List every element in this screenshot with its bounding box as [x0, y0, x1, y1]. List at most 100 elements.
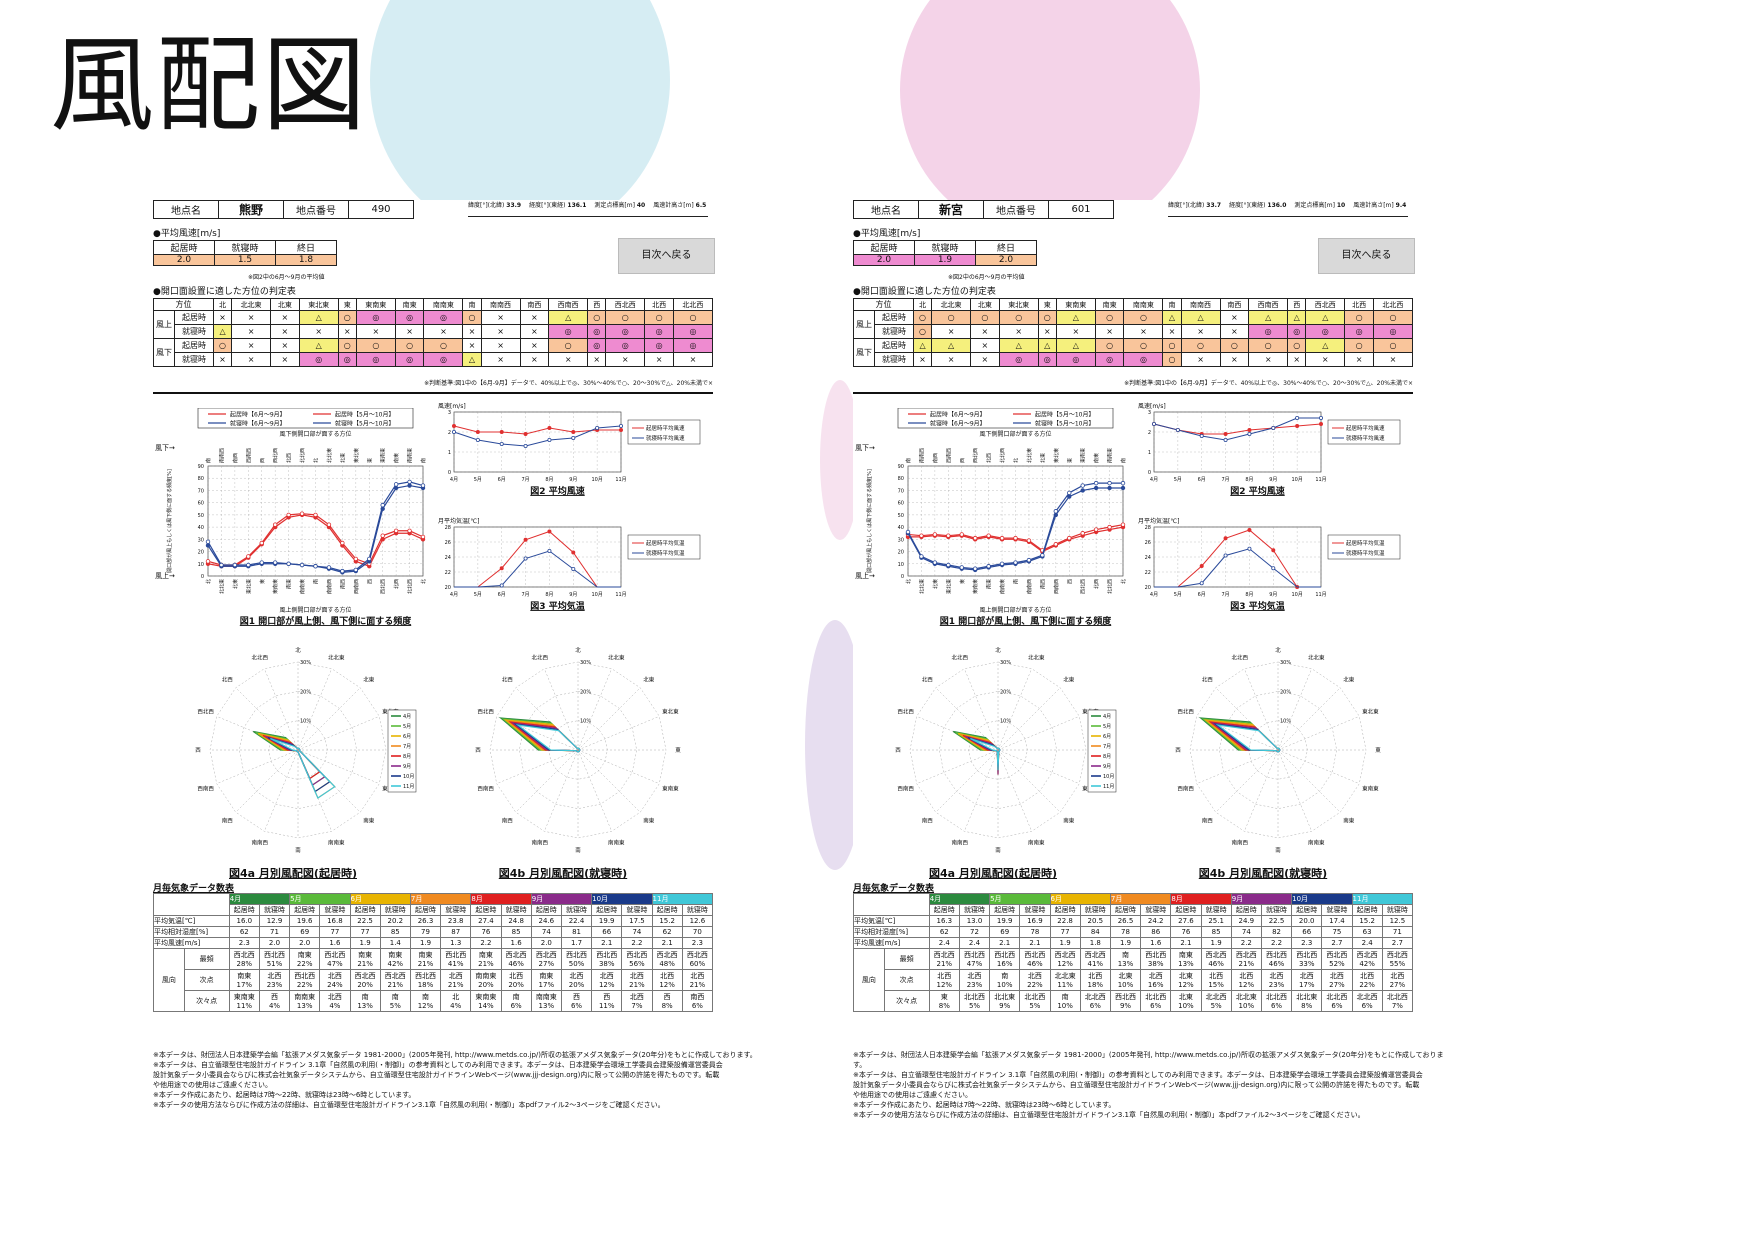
monthly-sub-header: 起居時: [409, 904, 442, 916]
monthly-cell: 2.2: [1260, 937, 1293, 949]
fig3-legend-label: 起居時平均気温: [1346, 539, 1385, 547]
monthly-sub-header: 起居時: [530, 904, 562, 916]
dir-cell: ×: [270, 324, 300, 339]
wind-rank-cell: 北西 12%: [651, 969, 683, 991]
fig4a-dir-label: 北: [995, 646, 1001, 654]
fig1-x-tick: 南: [1013, 579, 1020, 584]
dir-cell: ×: [270, 338, 300, 353]
fig1-point: [972, 566, 978, 571]
monthly-month-header: 4月: [228, 893, 291, 905]
fig4a-dir-label: 北西: [222, 675, 234, 683]
fig1-point: [972, 535, 978, 541]
fig1-point: [353, 556, 359, 562]
dir-cell: ×: [519, 338, 550, 353]
fig3-y-tick: 24: [1145, 555, 1151, 561]
fig1-point: [1053, 542, 1059, 547]
monthly-cell: 2.0: [530, 937, 562, 949]
fig2-legend-label: 就寝時平均風速: [1346, 434, 1385, 442]
wind-rank-cell: 北北東 10%: [1230, 990, 1262, 1012]
back-to-index-button[interactable]: 目次へ戻る: [618, 238, 715, 274]
monthly-sub-header: 起居時: [1230, 904, 1262, 916]
fig1-point: [1013, 560, 1018, 565]
monthly-cell: 69: [989, 926, 1021, 938]
fig4a-legend-label: 4月: [403, 714, 411, 720]
dir-cell: ◎: [1123, 352, 1164, 367]
dir-cell: ◎: [644, 338, 674, 353]
wind-rank-cell: 北西 27%: [1321, 969, 1353, 991]
back-to-index-button[interactable]: 目次へ戻る: [1318, 238, 1415, 274]
fig4b-caption: 図4b 月別風配図(就寝時): [498, 867, 628, 880]
fig3-x-tick: 9月: [1269, 592, 1277, 598]
fig3-y-tick: 28: [1145, 525, 1151, 531]
fig4b-ring-label: 10%: [1280, 719, 1291, 725]
wind-rank-cell: 東南東 14%: [470, 990, 502, 1012]
fig3-point: [523, 556, 528, 561]
dir-cell: ◎: [587, 338, 607, 353]
dir-cell: ×: [298, 324, 339, 339]
monthly-cell: 74: [530, 926, 562, 938]
dir-cell: ◎: [337, 352, 357, 367]
dir-col-header: 南南東: [1123, 298, 1164, 311]
fig4b-ring: [489, 661, 667, 839]
monthly-cell: 69: [289, 926, 321, 938]
fig1-point: [1107, 485, 1112, 491]
monthly-row-label: 平均相対湿度[%]: [153, 926, 230, 938]
dir-cell: ◎: [605, 324, 646, 339]
dir-cell: ○: [912, 310, 933, 325]
dir-cell: ×: [480, 324, 521, 339]
wind-rank-cell: 西北西 48%: [651, 948, 683, 970]
dir-cell: ○: [337, 310, 357, 325]
dir-cell: ○: [1123, 338, 1164, 353]
fig4a-dir-label: 北北西: [251, 654, 268, 662]
fig4a-spoke: [997, 749, 1032, 832]
fig2-point: [523, 444, 528, 449]
fig2-point: [499, 442, 504, 447]
fig4b-ring-label: 20%: [1280, 689, 1291, 695]
fig1-point: [246, 554, 251, 559]
fig3-x-tick: 8月: [545, 592, 553, 598]
fig1-point: [299, 511, 305, 516]
wind-rank-cell: 北北西 5%: [1019, 990, 1051, 1012]
monthly-cell: 75: [1321, 926, 1353, 938]
fig1-top-tick: 南: [905, 458, 912, 463]
fig4b-spoke: [577, 749, 660, 784]
monthly-cell: 86: [1140, 926, 1172, 938]
wind-rank-cell: 東 8%: [928, 990, 960, 1012]
wind-rank-cell: 北北西 6%: [1260, 990, 1293, 1012]
avg-wind-note: ※図2中の6月〜9月の平均値: [248, 274, 325, 281]
dir-col-header: 北東: [270, 298, 300, 311]
dir-col-header: 東北東: [298, 298, 339, 311]
fig3-x-tick: 11月: [1315, 592, 1326, 598]
fig4a-caption: 図4a 月別風配図(起居時): [929, 867, 1057, 880]
fig4a-dir-label: 西北西: [197, 708, 214, 716]
dir-col-header: 北北東: [231, 298, 272, 311]
fig2-point: [451, 423, 456, 428]
fig4b-dir-label: 南南東: [1308, 838, 1325, 846]
fig2-x-tick: 9月: [569, 477, 577, 483]
wind-rank-cell: 西北西 9%: [1109, 990, 1142, 1012]
fig2-point: [523, 432, 528, 437]
fig2-x-tick: 8月: [545, 477, 553, 483]
dir-col-header: 北北西: [672, 298, 714, 311]
dir-cell: ×: [212, 352, 233, 367]
fig3-x-tick: 7月: [1221, 592, 1229, 598]
monthly-cell: 19.6: [289, 915, 321, 927]
footnote-line: ※本データは、財団法人日本建築学会編「拡張アメダス気象データ 1981-2000…: [153, 1051, 757, 1059]
fig3-caption: 図3 平均気温: [1230, 600, 1284, 612]
avg-wind-value: 2.0: [975, 254, 1037, 266]
dir-cell: ○: [212, 338, 233, 353]
wind-rank-group: 風向: [153, 948, 185, 1012]
dir-col-header: 北東: [970, 298, 1000, 311]
dir-col-header: 北西: [1344, 298, 1374, 311]
fig4b-dir-label: 南東: [643, 817, 655, 825]
dir-cell: ◎: [355, 352, 396, 367]
fig4a-spoke: [297, 716, 380, 751]
fig4b-spoke: [1277, 668, 1312, 751]
fig1-y-tick: 0: [901, 574, 904, 580]
fig4b-dir-label: 東南東: [1362, 784, 1379, 792]
fig1-point: [1093, 480, 1099, 486]
wind-rank-label: 次々点: [183, 990, 230, 1012]
fig1-top-tick: 北西: [986, 453, 993, 463]
monthly-cell: 78: [1019, 926, 1051, 938]
